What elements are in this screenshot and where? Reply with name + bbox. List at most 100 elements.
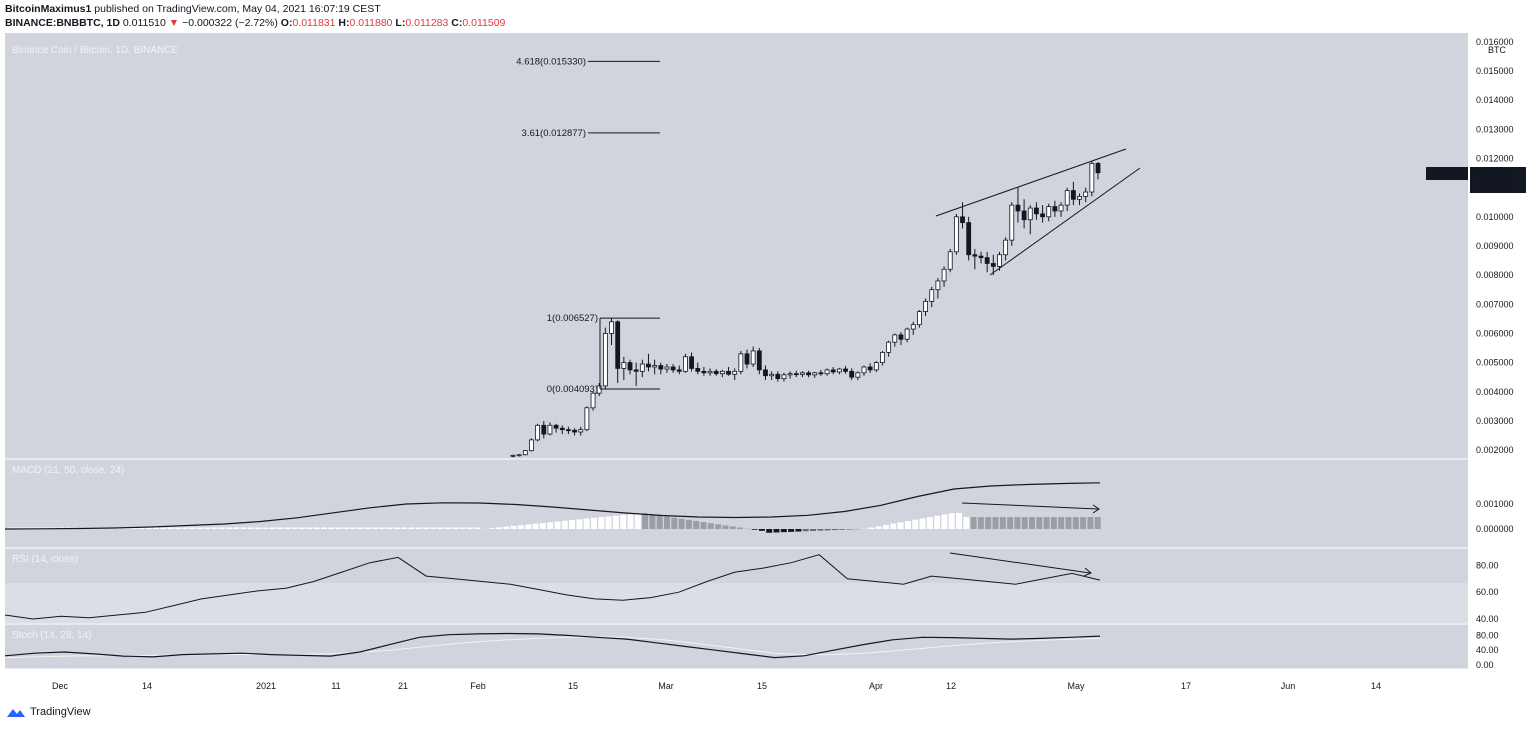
macd-bar xyxy=(824,529,831,531)
candle-up xyxy=(947,251,953,270)
candle-down xyxy=(978,255,984,259)
macd-bar xyxy=(912,519,919,529)
time-tick-label: 15 xyxy=(568,681,578,691)
rsi-line xyxy=(4,554,1101,620)
macd-bar xyxy=(948,513,955,529)
candle-down xyxy=(670,366,676,371)
macd-bar xyxy=(1050,517,1057,529)
macd-bar xyxy=(401,527,408,529)
candle-up xyxy=(664,366,670,370)
candle-down xyxy=(1015,204,1021,212)
brand-name[interactable]: TradingView xyxy=(30,706,91,718)
wedge-upper-trendline xyxy=(935,148,1127,217)
rsi-divergence-arrow-icon xyxy=(1083,567,1092,577)
macd-bar xyxy=(240,527,247,529)
candle-up xyxy=(824,369,830,375)
author-name[interactable]: BitcoinMaximus1 xyxy=(5,3,92,15)
price-tick-label: 0.002000 xyxy=(1476,445,1514,455)
macd-bar xyxy=(255,527,262,529)
macd-bar xyxy=(328,527,335,529)
candle-up xyxy=(639,363,645,372)
candle-down xyxy=(763,369,768,377)
macd-bar xyxy=(671,517,678,529)
candle-down xyxy=(744,353,750,365)
macd-bar xyxy=(415,527,422,529)
macd-bar xyxy=(1021,517,1028,529)
macd-bar xyxy=(970,517,977,529)
time-tick-label: Mar xyxy=(658,681,674,691)
price-tick-label: 0.016000 xyxy=(1476,37,1514,47)
stoch-pane-title: Stoch (14, 28, 14) xyxy=(12,630,92,641)
price-tick-label: 0.015000 xyxy=(1476,66,1514,76)
candle-down xyxy=(566,429,571,432)
high-label: H: xyxy=(338,17,350,29)
symbol-tag-text: BNBBTC xyxy=(1430,169,1467,179)
macd-bar xyxy=(167,527,174,529)
candle-up xyxy=(1003,239,1009,256)
macd-bar xyxy=(773,529,780,533)
candle-up xyxy=(787,373,793,376)
macd-bar xyxy=(1080,517,1087,529)
macd-bar xyxy=(664,516,670,529)
macd-tick-label: 0.000000 xyxy=(1476,524,1514,534)
down-arrow-icon: ▼ xyxy=(168,17,180,29)
macd-bar xyxy=(1029,517,1035,529)
macd-bar xyxy=(1072,517,1079,529)
candle-down xyxy=(984,257,990,264)
ohlc-line: BINANCE:BNBBTC, 1D 0.011510 ▼ −0.000322 … xyxy=(5,17,505,29)
macd-bar xyxy=(977,517,984,529)
macd-bar xyxy=(233,527,240,529)
candle-down xyxy=(559,427,565,431)
candle-down xyxy=(676,369,682,372)
candle-up xyxy=(750,350,756,365)
candle-up xyxy=(596,385,602,394)
close-label: C: xyxy=(451,17,463,29)
open-label: O: xyxy=(280,17,293,29)
price-tick-label: 0.012000 xyxy=(1476,153,1514,163)
macd-bar xyxy=(868,527,875,529)
candle-up xyxy=(923,300,928,312)
candle-up xyxy=(935,280,941,291)
candle-up xyxy=(812,372,818,376)
candle-down xyxy=(1095,163,1101,174)
macd-divergence-line xyxy=(961,502,1099,510)
macd-bar xyxy=(437,527,444,529)
candle-up xyxy=(769,373,775,377)
candle-down xyxy=(572,429,577,433)
macd-bar xyxy=(357,527,364,529)
candle-down xyxy=(1070,190,1076,200)
time-tick-label: May xyxy=(1067,681,1085,691)
candle-down xyxy=(726,370,731,375)
candle-up xyxy=(941,268,947,282)
macd-bar xyxy=(28,527,35,529)
time-tick-label: Feb xyxy=(470,681,486,691)
chart-area[interactable]: 0.016000 0.015000 0.014000 0.013000 0.012000… xyxy=(0,33,1536,703)
price-tick-label: 0.007000 xyxy=(1476,299,1514,309)
candle-up xyxy=(719,370,725,375)
macd-bar xyxy=(956,513,962,529)
price-tick-label: 0.003000 xyxy=(1476,416,1514,426)
candle-up xyxy=(836,368,842,373)
price-tick-label: 0.006000 xyxy=(1476,328,1514,338)
macd-bar xyxy=(313,527,320,529)
last-price-value: 0.011509 xyxy=(1474,169,1511,179)
candle-up xyxy=(910,324,916,330)
stoch-tick-label: 80.00 xyxy=(1476,630,1499,640)
time-tick-label: Dec xyxy=(52,681,69,691)
macd-bar xyxy=(904,521,911,529)
macd-bar xyxy=(539,523,546,529)
macd-bar xyxy=(751,529,758,530)
macd-bar xyxy=(656,515,663,529)
tradingview-logo-icon xyxy=(7,709,25,717)
candle-down xyxy=(541,424,547,435)
candle-up xyxy=(800,372,805,375)
candle-up xyxy=(547,424,553,435)
macd-bar xyxy=(802,529,809,532)
last-price-tag xyxy=(1470,167,1526,193)
macd-bar xyxy=(561,520,568,529)
macd-bar xyxy=(306,527,313,529)
macd-bar xyxy=(758,529,765,531)
macd-bar xyxy=(707,523,714,529)
time-tick-label: 21 xyxy=(398,681,408,691)
candle-up xyxy=(510,454,516,457)
